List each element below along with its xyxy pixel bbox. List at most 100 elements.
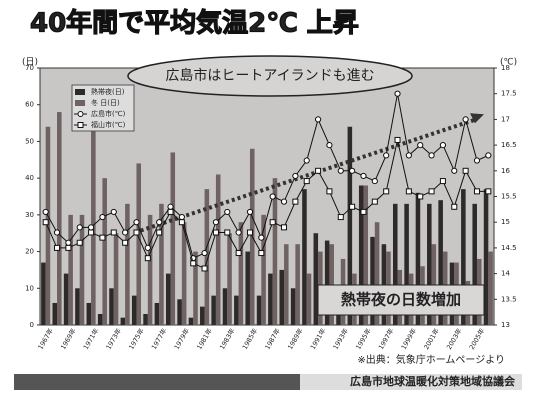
y-tick-label: 50: [25, 137, 34, 145]
callout-text: 広島市はヒートアイランドも進む: [165, 67, 374, 84]
bar: [392, 203, 398, 325]
bar: [358, 185, 364, 325]
footer-text: 広島市地球温暖化対策地域協議会: [350, 374, 516, 388]
legend-label: 福山市(℃): [91, 120, 126, 129]
source-note: ※出典：気象庁ホームページより: [357, 353, 505, 366]
marker: [292, 198, 299, 205]
marker: [417, 193, 424, 200]
legend-label: 広島市(℃): [91, 109, 126, 118]
bar: [438, 200, 443, 325]
bar: [261, 214, 266, 325]
bar: [211, 295, 216, 325]
marker: [178, 213, 185, 221]
marker: [99, 234, 106, 241]
bar: [86, 302, 92, 325]
marker: [99, 213, 106, 221]
x-tick-label: 1981年: [194, 326, 214, 351]
legend-marker: [77, 111, 84, 117]
marker: [156, 219, 163, 226]
marker: [383, 152, 390, 159]
marker: [473, 188, 480, 195]
x-tick-label: 1969年: [58, 326, 78, 351]
bar: [404, 203, 409, 325]
x-tick-label: 1991年: [308, 326, 328, 351]
bar: [41, 262, 46, 325]
marker: [303, 178, 310, 185]
highlight-box: [317, 284, 485, 316]
y-tick-label: 70: [25, 64, 34, 72]
bar: [306, 273, 312, 325]
bar: [461, 189, 466, 325]
y2-tick-label: 13.5: [501, 295, 517, 303]
line: [45, 139, 489, 270]
y2-tick-label: 14: [501, 270, 510, 278]
marker: [326, 188, 333, 195]
trend-arrow-head: [470, 113, 484, 124]
marker: [212, 219, 220, 226]
bar: [272, 178, 278, 325]
bar: [483, 189, 489, 325]
bar: [177, 299, 182, 325]
legend-swatch: [75, 89, 85, 95]
bar: [57, 112, 62, 325]
legend-label: 熱帯夜(日): [91, 87, 125, 96]
bar: [154, 302, 160, 325]
x-tick-label: 1989年: [285, 326, 305, 351]
marker: [281, 224, 288, 231]
y2-tick-label: 18: [501, 64, 510, 72]
marker: [280, 198, 288, 205]
legend-marker: [77, 122, 84, 128]
bar: [204, 189, 210, 325]
bar: [227, 233, 232, 325]
marker: [246, 229, 253, 236]
bar: [256, 295, 262, 325]
bar: [193, 251, 198, 325]
marker: [485, 152, 492, 159]
marker: [337, 214, 344, 221]
x-tick-label: 1977年: [149, 326, 169, 351]
marker: [53, 229, 61, 236]
bar: [472, 203, 477, 325]
y-tick-label: 10: [25, 284, 34, 292]
bar: [188, 317, 194, 325]
marker: [428, 152, 435, 159]
bar: [279, 269, 285, 325]
bar: [109, 288, 114, 325]
x-tick-label: 2003年: [444, 326, 464, 351]
bar: [97, 313, 103, 325]
marker: [383, 188, 390, 195]
marker: [371, 198, 378, 205]
marker: [417, 142, 424, 149]
marker: [337, 167, 344, 174]
bar: [159, 203, 164, 325]
bar: [363, 185, 369, 325]
marker: [371, 177, 378, 185]
bar: [427, 203, 432, 325]
callout-bubble: [127, 55, 413, 97]
bar: [200, 306, 205, 325]
x-tick-label: 2005年: [467, 326, 487, 351]
bar: [238, 222, 244, 325]
marker: [303, 157, 310, 164]
marker: [326, 142, 333, 149]
marker: [212, 229, 219, 236]
marker: [178, 219, 185, 226]
y-axis-label: (日): [22, 57, 38, 68]
plot-area: 0 10 20 30 40 50 60 70 13 13.5 14 14.5 15 15.5 16 16.5 1…: [25, 64, 517, 351]
bar: [290, 288, 296, 325]
bar: [245, 251, 250, 325]
line: [45, 93, 489, 259]
x-tick-label: 1995年: [353, 326, 373, 351]
bar: [136, 163, 142, 325]
x-tick-label: 1973年: [104, 326, 124, 351]
bar: [113, 233, 119, 325]
y2-tick-label: 16: [501, 167, 510, 175]
marker: [451, 203, 458, 210]
x-tick-label: 1997年: [376, 326, 396, 351]
y2-tick-label: 17.5: [501, 90, 517, 98]
bar: [302, 189, 307, 325]
marker: [439, 142, 447, 149]
bar: [181, 222, 187, 325]
marker: [122, 239, 129, 246]
